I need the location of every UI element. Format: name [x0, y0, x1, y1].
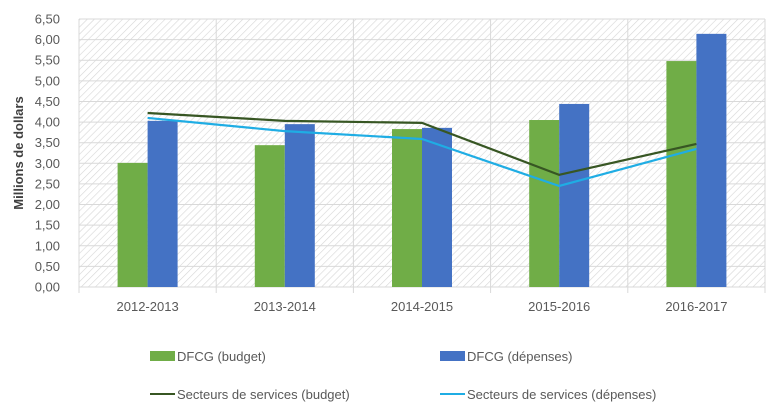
y-tick-label: 5,50 [35, 53, 60, 68]
legend-label: DFCG (dépenses) [467, 349, 572, 364]
y-tick-label: 0,50 [35, 259, 60, 274]
x-tick-label: 2013-2014 [254, 299, 316, 314]
bar-dfcg-budget [529, 120, 560, 287]
x-axis-ticks: 2012-2013 2013-2014 2014-2015 2015-2016 2016… [117, 299, 728, 314]
legend-label: DFCG (budget) [177, 349, 266, 364]
y-axis-ticks: 0,00 0,50 1,00 1,50 2,00 2,50 3,00 3,50 4,00 4,50… [35, 12, 60, 295]
legend-label: Secteurs de services (dépenses) [467, 387, 656, 402]
x-tick-label: 2014-2015 [391, 299, 453, 314]
bar-dfcg-depenses [559, 103, 590, 287]
bar-dfcg-budget [666, 61, 697, 287]
line-secteurs-depenses [147, 116, 697, 188]
x-tick-label: 2015-2016 [528, 299, 590, 314]
x-tick-label: 2012-2013 [117, 299, 179, 314]
y-tick-label: 4,50 [35, 94, 60, 109]
y-tick-label: 5,00 [35, 73, 60, 88]
x-tick-label: 2016-2017 [665, 299, 727, 314]
legend-item: Secteurs de services (dépenses) [440, 387, 656, 402]
bar-dfcg-depenses [284, 124, 315, 287]
y-tick-label: 6,50 [35, 12, 60, 27]
y-tick-label: 4,00 [35, 115, 60, 130]
bar-dfcg-depenses [696, 33, 727, 287]
y-tick-label: 2,00 [35, 197, 60, 212]
bar-dfcg-budget [254, 145, 285, 287]
legend-label: Secteurs de services (budget) [177, 387, 350, 402]
legend-item: DFCG (dépenses) [440, 349, 572, 364]
y-tick-label: 3,50 [35, 135, 60, 150]
lines [147, 111, 697, 188]
bar-dfcg-budget [392, 129, 422, 287]
legend-swatch [150, 351, 175, 361]
y-tick-label: 6,00 [35, 32, 60, 47]
legend: DFCG (budget) DFCG (dépenses) Secteurs de … [150, 349, 656, 402]
legend-item: Secteurs de services (budget) [150, 387, 350, 402]
bar-dfcg-depenses [147, 120, 178, 287]
legend-swatch [440, 351, 465, 361]
y-tick-label: 0,00 [35, 280, 60, 295]
y-axis-label: Millions de dollars [11, 96, 26, 209]
y-tick-label: 1,50 [35, 218, 60, 233]
bar-dfcg-depenses [422, 127, 452, 287]
y-tick-label: 3,00 [35, 156, 60, 171]
bar-dfcg-budget [117, 162, 148, 287]
y-tick-label: 2,50 [35, 176, 60, 191]
bars [117, 33, 727, 287]
line-secteurs-budget [147, 111, 697, 176]
y-tick-label: 1,00 [35, 238, 60, 253]
legend-item: DFCG (budget) [150, 349, 266, 364]
